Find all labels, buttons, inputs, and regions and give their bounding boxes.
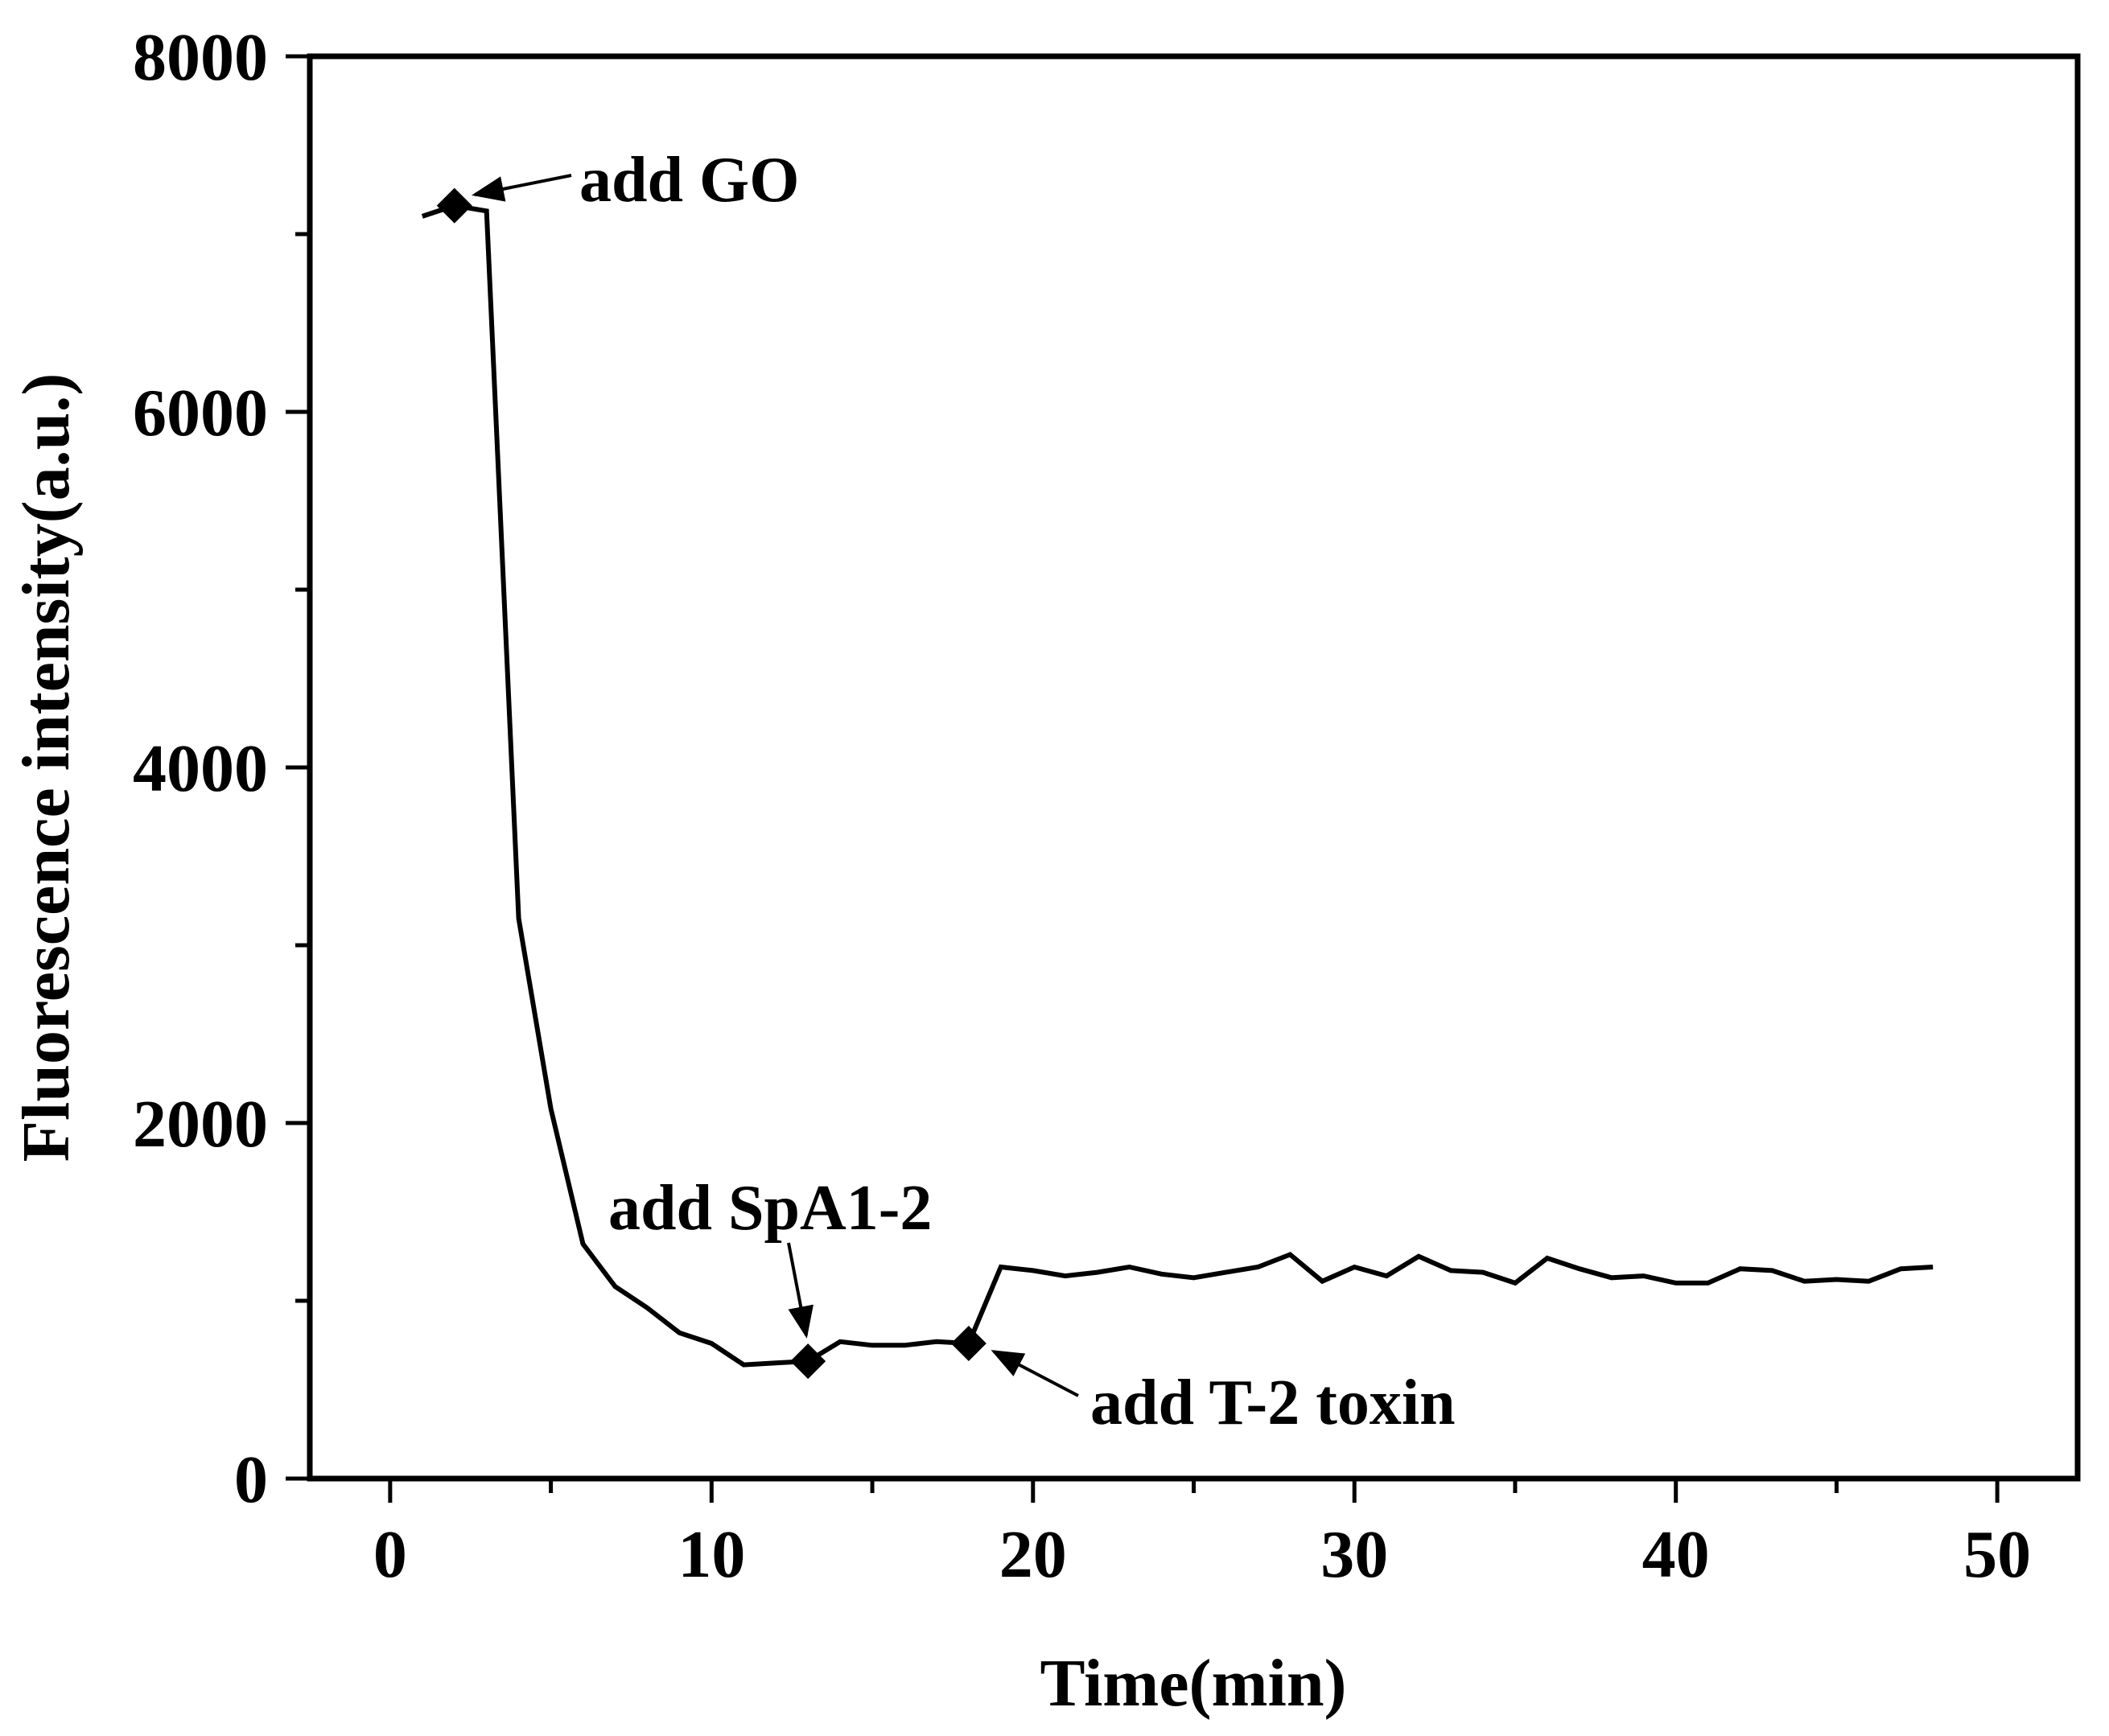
fluorescence-series-line: [421, 203, 1934, 1368]
annotation-add-t2-toxin-arrow: [991, 1350, 1079, 1397]
annotation-add-spa1-2: add SpA1-2: [608, 1173, 932, 1339]
y-axis-ticks: 0 2000 4000 6000 8000: [133, 20, 310, 1517]
y-tick-label: 0: [234, 1442, 268, 1517]
x-axis-ticks: 0 10 20 30 40 50: [373, 1479, 2031, 1592]
annotation-add-spa1-2-label: add SpA1-2: [608, 1173, 932, 1244]
x-axis-title: Time(min): [1040, 1646, 1346, 1721]
annotation-add-t2-toxin-label: add T-2 toxin: [1090, 1368, 1456, 1438]
x-tick-label: 0: [373, 1517, 407, 1592]
x-tick-label: 10: [678, 1517, 745, 1592]
annotation-add-go-arrow: [472, 174, 572, 202]
event-marker-diamond: [436, 187, 472, 224]
x-tick-label: 30: [1320, 1517, 1388, 1592]
y-axis-title: Fluorescence intensity(a.u.): [9, 373, 84, 1162]
event-marker-diamond: [950, 1326, 987, 1362]
event-marker-diamond: [790, 1343, 826, 1380]
y-tick-label: 4000: [133, 731, 268, 806]
event-markers: [436, 187, 987, 1380]
annotation-add-t2-toxin: add T-2 toxin: [991, 1350, 1456, 1438]
annotation-add-spa1-2-arrow: [787, 1242, 814, 1339]
annotation-add-go: add GO: [472, 145, 799, 216]
annotation-add-go-label: add GO: [579, 145, 799, 216]
y-tick-label: 6000: [133, 376, 268, 450]
x-tick-label: 50: [1963, 1517, 2031, 1592]
x-tick-label: 40: [1642, 1517, 1710, 1592]
y-tick-label: 2000: [133, 1087, 268, 1162]
plot-area-frame: [307, 53, 2081, 1482]
x-tick-label: 20: [999, 1517, 1067, 1592]
y-tick-label: 8000: [133, 20, 268, 95]
